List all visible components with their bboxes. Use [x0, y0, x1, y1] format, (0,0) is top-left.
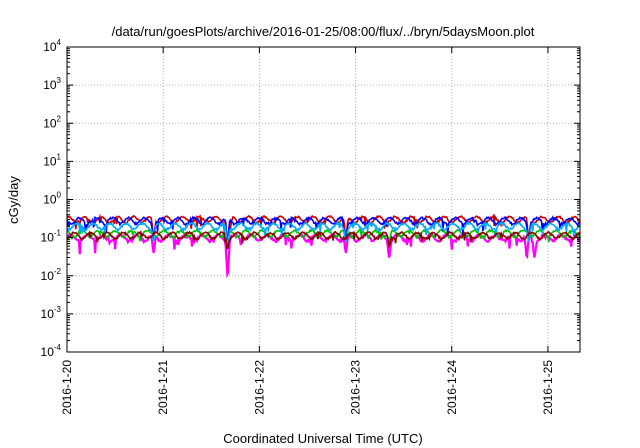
x-tick-label: 2016-1-23	[349, 360, 363, 415]
x-tick-label: 2016-1-22	[252, 360, 266, 415]
y-axis-label: cGy/day	[6, 176, 21, 224]
x-tick-label: 2016-1-21	[156, 360, 170, 415]
x-axis-label: Coordinated Universal Time (UTC)	[223, 431, 422, 446]
x-tick-label: 2016-1-25	[541, 360, 555, 415]
y-tick-label: 10-1	[41, 229, 62, 245]
y-tick-label: 103	[43, 76, 61, 92]
y-tick-label: 10-2	[41, 267, 62, 283]
y-tick-label: 10-4	[41, 343, 62, 359]
y-tick-label: 10-3	[41, 305, 62, 321]
x-axis-ticks: 2016-1-20 2016-1-21 2016-1-22 2016-1-23 2016…	[60, 47, 555, 415]
y-tick-label: 102	[43, 114, 61, 130]
y-tick-label: 100	[43, 191, 61, 207]
x-tick-label: 2016-1-24	[445, 360, 459, 415]
series-layer	[66, 213, 581, 279]
x-tick-label: 2016-1-20	[60, 360, 74, 415]
y-tick-label: 101	[43, 152, 61, 168]
y-tick-label: 104	[43, 38, 61, 54]
series-line	[66, 229, 581, 251]
chart-title: /data/run/goesPlots/archive/2016-01-25/0…	[112, 24, 535, 39]
plot-frame	[66, 46, 581, 353]
